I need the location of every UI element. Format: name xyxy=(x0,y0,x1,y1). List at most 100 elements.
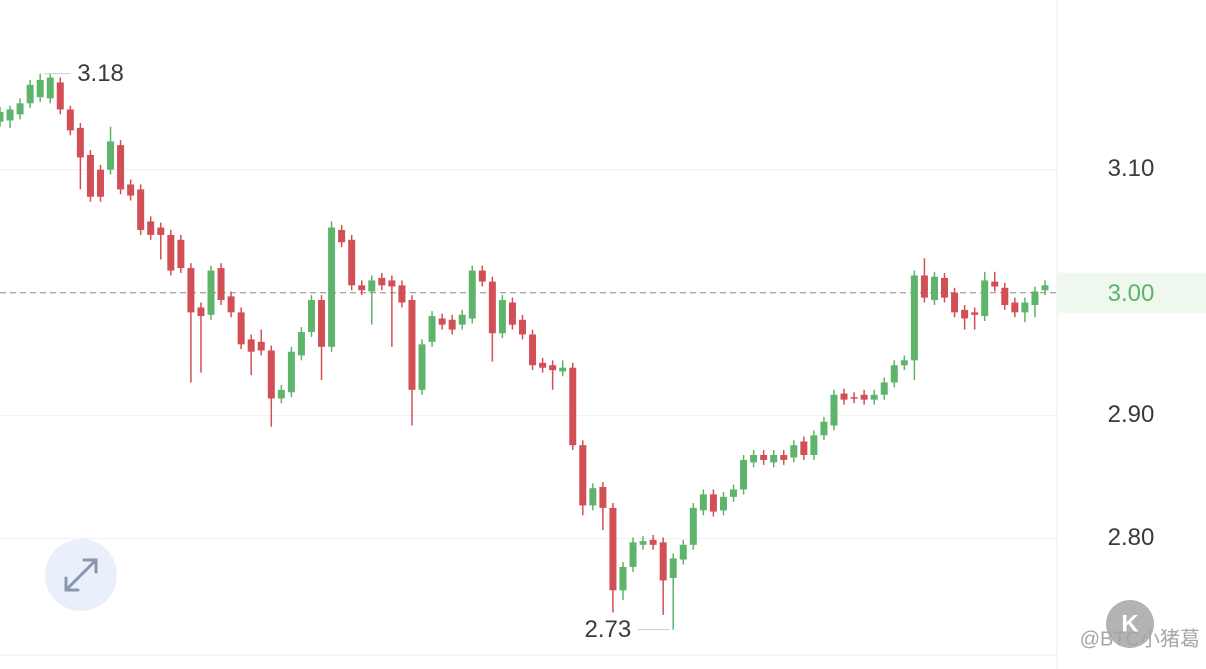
candle-body xyxy=(287,351,295,393)
y-tick-label: 2.80 xyxy=(1108,524,1155,551)
candle-body xyxy=(318,300,326,347)
candle-body xyxy=(709,494,717,512)
annotation-label: 3.18 xyxy=(77,60,124,87)
candle-body xyxy=(6,109,14,121)
candle-body xyxy=(36,79,44,98)
candle-body xyxy=(438,318,446,325)
candle-body xyxy=(1031,291,1039,305)
candle-body xyxy=(930,276,938,301)
candle-body xyxy=(398,285,406,303)
candle-body xyxy=(187,268,195,313)
candle-body xyxy=(699,494,707,511)
candle-body xyxy=(890,365,898,383)
candle-body xyxy=(589,488,597,506)
candle-body xyxy=(328,227,336,347)
candle-body xyxy=(468,270,476,319)
candle-body xyxy=(840,393,848,400)
candle-body xyxy=(1021,302,1029,313)
candle-body xyxy=(900,360,908,366)
candle-body xyxy=(850,397,858,399)
candle-body xyxy=(488,281,496,334)
candle-body xyxy=(257,341,265,351)
candle-body xyxy=(579,445,587,506)
candle-body xyxy=(348,239,356,286)
candle-body xyxy=(247,339,255,352)
candle-body xyxy=(448,319,456,330)
candle-body xyxy=(830,394,838,426)
candle-body xyxy=(16,103,24,115)
candle-body xyxy=(740,459,748,490)
candle-body xyxy=(267,350,275,399)
candle-body xyxy=(539,362,547,368)
candle-body xyxy=(529,334,537,366)
candle-body xyxy=(820,421,828,436)
candle-body xyxy=(619,566,627,591)
candle-body xyxy=(368,280,376,292)
candle-body xyxy=(730,489,738,497)
candle-body xyxy=(750,455,758,463)
candle-body xyxy=(639,541,647,545)
last-price-bg xyxy=(1058,272,1206,313)
candle-body xyxy=(277,389,285,399)
candle-body xyxy=(1011,302,1019,313)
candle-body xyxy=(549,365,557,371)
candle-body xyxy=(388,280,396,287)
candle-body xyxy=(227,296,235,313)
candle-body xyxy=(941,277,949,298)
candle-body xyxy=(910,275,918,361)
candle-body xyxy=(1041,285,1049,291)
watermark-logo-letter: K xyxy=(1121,610,1139,637)
candle-body xyxy=(297,332,305,356)
candle-body xyxy=(981,280,989,317)
candle-body xyxy=(177,239,185,269)
candle-body xyxy=(107,141,115,170)
candle-body xyxy=(800,441,808,456)
candle-body xyxy=(358,285,366,291)
candle-body xyxy=(920,275,928,298)
candle-body xyxy=(1001,287,1009,305)
candle-body xyxy=(408,300,416,390)
candle-body xyxy=(669,558,677,578)
candle-body xyxy=(307,300,315,333)
candle-body xyxy=(508,302,516,325)
candle-body xyxy=(498,300,506,334)
candle-body xyxy=(609,507,617,591)
expand-button[interactable] xyxy=(45,539,117,611)
candle-body xyxy=(66,109,74,131)
candle-body xyxy=(519,319,526,335)
candle-body xyxy=(659,542,667,581)
candle-body xyxy=(971,312,979,315)
candle-body xyxy=(770,455,778,463)
candle-body xyxy=(378,277,386,286)
candle-body xyxy=(26,84,34,104)
y-tick-label: 2.90 xyxy=(1108,401,1155,428)
candle-body xyxy=(418,344,426,390)
candle-body xyxy=(780,455,788,460)
candle-body xyxy=(478,270,486,282)
candle-body xyxy=(458,314,466,325)
candle-body xyxy=(117,145,125,190)
candle-body xyxy=(56,82,64,110)
last-price-label: 3.00 xyxy=(1108,280,1155,307)
annotation-label: 2.73 xyxy=(585,616,632,643)
candle-body xyxy=(961,309,969,319)
candle-body xyxy=(679,544,687,560)
candle-body xyxy=(76,127,84,158)
candle-body xyxy=(810,435,818,456)
candle-body xyxy=(719,496,727,511)
candle-body xyxy=(197,307,205,317)
candle-body xyxy=(96,169,104,197)
candle-body xyxy=(880,382,888,395)
candle-body xyxy=(147,221,155,235)
watermark-text: @BTC小猪葛 xyxy=(1080,627,1200,650)
candle-body xyxy=(46,77,54,99)
candle-body xyxy=(0,111,4,122)
watermark: K @BTC小猪葛 xyxy=(1080,600,1200,650)
expand-icon[interactable] xyxy=(64,558,98,592)
candle-body xyxy=(870,394,878,400)
candle-body xyxy=(338,229,346,243)
candle-body xyxy=(127,184,135,196)
candle-body xyxy=(237,312,245,345)
